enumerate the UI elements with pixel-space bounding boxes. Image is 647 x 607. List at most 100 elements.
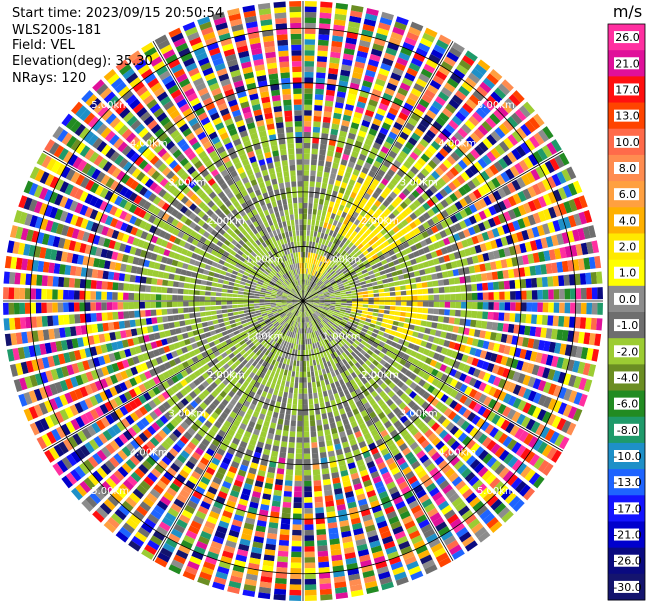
velocity-gate xyxy=(276,378,282,386)
velocity-gate xyxy=(517,190,527,203)
velocity-gate xyxy=(365,69,376,78)
velocity-gate xyxy=(323,233,329,240)
velocity-gate xyxy=(309,287,314,293)
velocity-gate xyxy=(308,269,312,275)
velocity-gate xyxy=(303,186,309,193)
velocity-gate xyxy=(432,258,440,265)
velocity-gate xyxy=(356,288,363,293)
velocity-gate xyxy=(558,202,568,216)
velocity-gate xyxy=(398,192,407,201)
velocity-gate xyxy=(279,368,285,375)
velocity-gate xyxy=(377,265,385,272)
velocity-gate xyxy=(433,294,440,301)
velocity-gate xyxy=(322,122,331,129)
ppi-plot-area xyxy=(3,1,603,601)
velocity-gate xyxy=(307,376,312,383)
velocity-gate xyxy=(365,200,373,208)
velocity-gate xyxy=(334,180,342,187)
velocity-gate xyxy=(333,238,339,245)
velocity-gate xyxy=(212,319,219,325)
velocity-gate xyxy=(311,148,319,155)
velocity-gate xyxy=(376,317,383,322)
velocity-gate xyxy=(128,310,135,319)
velocity-gate xyxy=(315,507,324,514)
velocity-gate xyxy=(340,305,347,308)
velocity-gate xyxy=(305,338,308,345)
velocity-gate xyxy=(273,389,279,396)
velocity-gate xyxy=(323,271,329,277)
velocity-gate xyxy=(311,258,315,265)
velocity-gate xyxy=(314,192,320,199)
velocity-gate xyxy=(412,236,420,244)
velocity-gate xyxy=(346,31,359,40)
velocity-gate xyxy=(298,399,303,405)
velocity-gate xyxy=(234,318,241,323)
velocity-gate xyxy=(312,132,320,139)
velocity-gate xyxy=(347,257,354,263)
velocity-gate xyxy=(377,313,384,318)
velocity-gate xyxy=(312,253,316,259)
velocity-gate xyxy=(345,291,352,294)
velocity-gate xyxy=(462,228,471,238)
velocity-gate xyxy=(431,170,441,180)
velocity-gate xyxy=(441,174,451,184)
velocity-gate xyxy=(478,210,487,221)
velocity-gate xyxy=(328,247,333,254)
velocity-gate xyxy=(386,272,393,278)
velocity-gate xyxy=(286,463,294,470)
velocity-gate xyxy=(528,153,539,166)
velocity-gate xyxy=(482,292,489,300)
velocity-gate xyxy=(304,333,307,340)
velocity-gate xyxy=(420,254,428,262)
velocity-gate xyxy=(419,138,430,148)
velocity-gate xyxy=(470,148,481,160)
velocity-gate xyxy=(452,269,460,277)
velocity-gate xyxy=(321,227,327,234)
velocity-gate xyxy=(185,325,193,332)
velocity-gate xyxy=(420,239,428,248)
velocity-gate xyxy=(303,273,305,280)
velocity-gate xyxy=(516,176,526,189)
velocity-gate xyxy=(437,177,447,187)
velocity-gate xyxy=(453,163,464,174)
velocity-gate xyxy=(411,289,418,295)
velocity-gate xyxy=(371,281,378,286)
velocity-gate xyxy=(315,286,320,291)
velocity-gate xyxy=(279,385,285,392)
velocity-gate xyxy=(406,295,413,301)
velocity-gate xyxy=(316,523,326,530)
velocity-gate xyxy=(432,120,443,131)
velocity-gate xyxy=(448,119,459,130)
velocity-gate xyxy=(328,277,334,282)
velocity-gate xyxy=(291,414,297,421)
velocity-gate xyxy=(101,302,107,311)
velocity-gate xyxy=(341,266,347,272)
velocity-gate xyxy=(552,275,559,287)
velocity-gate xyxy=(304,88,313,94)
velocity-gate xyxy=(552,315,559,327)
velocity-gate xyxy=(391,145,401,155)
velocity-gate xyxy=(356,101,366,109)
velocity-gate xyxy=(334,13,347,21)
velocity-gate xyxy=(210,310,217,315)
velocity-gate xyxy=(554,155,565,169)
velocity-gate xyxy=(307,268,310,275)
velocity-gate xyxy=(484,167,495,179)
velocity-gate xyxy=(227,308,233,313)
velocity-gate xyxy=(351,303,358,307)
velocity-gate xyxy=(491,322,499,331)
velocity-gate xyxy=(264,299,271,301)
velocity-gate xyxy=(383,283,390,288)
velocity-gate xyxy=(19,317,27,329)
velocity-gate xyxy=(502,119,514,132)
velocity-gate xyxy=(341,119,350,127)
velocity-gate xyxy=(391,200,399,208)
velocity-gate xyxy=(303,191,309,198)
velocity-gate xyxy=(368,239,375,246)
velocity-gate xyxy=(417,157,427,167)
velocity-gate xyxy=(311,290,317,295)
velocity-gate xyxy=(342,194,349,202)
velocity-gate xyxy=(297,420,303,427)
velocity-gate xyxy=(249,308,255,313)
velocity-gate xyxy=(79,290,86,300)
